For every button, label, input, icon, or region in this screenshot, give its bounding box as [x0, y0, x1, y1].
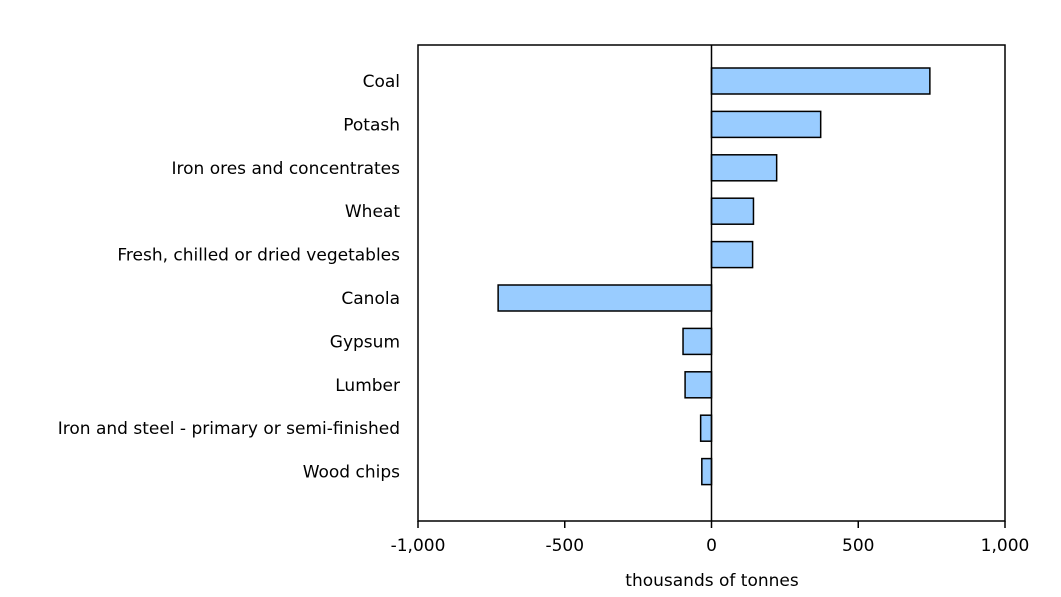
category-label: Lumber [335, 376, 400, 396]
category-label: Canola [341, 289, 400, 309]
bar [710, 110, 822, 139]
category-label: Iron ores and concentrates [172, 159, 401, 179]
category-label: Potash [343, 115, 400, 135]
category-label: Iron and steel - primary or semi-finishe… [58, 419, 400, 439]
bar [684, 371, 713, 399]
x-axis-title: thousands of tonnes [625, 571, 799, 591]
x-tick-label: -1,000 [391, 536, 446, 556]
bar [497, 284, 713, 312]
category-label: Fresh, chilled or dried vegetables [117, 246, 400, 266]
bar [710, 154, 778, 182]
x-tick-label: -500 [545, 536, 584, 556]
bar [710, 67, 931, 95]
x-tick-label: 0 [706, 536, 717, 556]
category-label: Gypsum [330, 332, 400, 352]
bar [710, 240, 754, 269]
x-tick-label: 1,000 [981, 536, 1030, 556]
bar [710, 197, 755, 225]
category-label: Wheat [345, 202, 400, 222]
x-tick-label: 500 [842, 536, 874, 556]
bar [682, 327, 713, 356]
category-label: Wood chips [303, 463, 400, 483]
bar [699, 414, 713, 442]
bar [701, 457, 713, 486]
category-label: Coal [363, 72, 400, 92]
